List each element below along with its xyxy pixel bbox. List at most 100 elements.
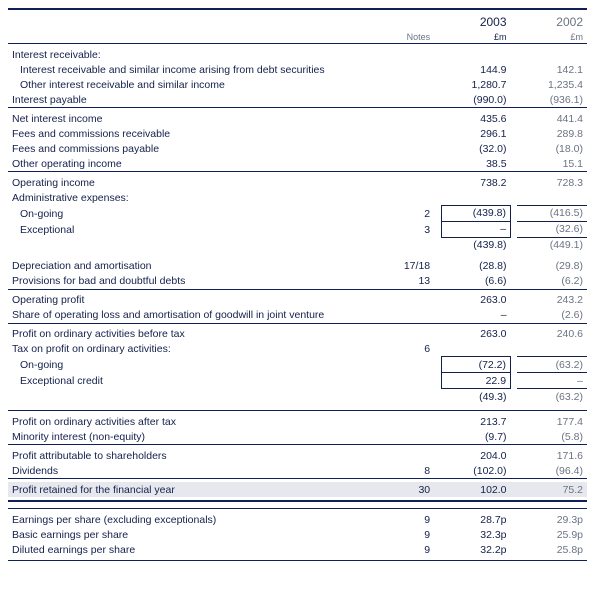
row-value-current: 32.3p xyxy=(441,527,510,542)
row-value-prior: (63.2) xyxy=(517,389,587,405)
row-note xyxy=(379,308,435,324)
row-note: 13 xyxy=(379,274,435,290)
row-label: Other interest receivable and similar in… xyxy=(8,77,379,92)
row-value-prior xyxy=(517,342,587,357)
row-label: Earnings per share (excluding exceptiona… xyxy=(8,512,379,527)
row-value-prior: (449.1) xyxy=(517,237,587,253)
row-value-current: 28.7p xyxy=(441,512,510,527)
row-note: 9 xyxy=(379,542,435,557)
row-note xyxy=(379,111,435,126)
row-label: Minority interest (non-equity) xyxy=(8,429,379,445)
row-note: 6 xyxy=(379,342,435,357)
row-note: 9 xyxy=(379,512,435,527)
row-value-current: (102.0) xyxy=(441,463,510,479)
row-label: Share of operating loss and amortisation… xyxy=(8,308,379,324)
row-label: Interest receivable and similar income a… xyxy=(8,62,379,77)
row-value-current: (439.8) xyxy=(441,205,510,221)
row-value-current: 38.5 xyxy=(441,156,510,172)
col-header-prior-year: 2002 xyxy=(517,13,587,30)
row-value-current: 32.2p xyxy=(441,542,510,557)
row-value-prior: (5.8) xyxy=(517,429,587,445)
row-note xyxy=(379,126,435,141)
row-value-prior: (29.8) xyxy=(517,259,587,274)
row-note xyxy=(379,62,435,77)
row-label: Exceptional xyxy=(8,221,379,237)
row-label: Administrative expenses: xyxy=(8,190,379,205)
row-label: Profit on ordinary activities after tax xyxy=(8,414,379,429)
col-header-unit-current: £m xyxy=(441,30,510,44)
col-header-unit-prior: £m xyxy=(517,30,587,44)
row-value-prior: 25.9p xyxy=(517,527,587,542)
row-value-current: (439.8) xyxy=(441,237,510,253)
row-label: On-going xyxy=(8,205,379,221)
row-value-current: (32.0) xyxy=(441,141,510,156)
row-value-prior: (96.4) xyxy=(517,463,587,479)
row-note: 3 xyxy=(379,221,435,237)
row-note xyxy=(379,327,435,342)
row-value-prior: (6.2) xyxy=(517,274,587,290)
row-value-prior: 177.4 xyxy=(517,414,587,429)
row-note xyxy=(379,293,435,308)
col-header-current-year: 2003 xyxy=(441,13,510,30)
row-note xyxy=(379,414,435,429)
row-value-prior: 171.6 xyxy=(517,448,587,463)
row-value-current: (990.0) xyxy=(441,92,510,108)
row-label: Profit retained for the financial year xyxy=(8,482,379,497)
row-label: Profit on ordinary activities before tax xyxy=(8,327,379,342)
row-value-prior: (63.2) xyxy=(517,357,587,373)
row-note: 9 xyxy=(379,527,435,542)
row-value-current: 22.9 xyxy=(441,373,510,389)
row-value-prior: – xyxy=(517,373,587,389)
row-value-current xyxy=(441,342,510,357)
col-header-notes: Notes xyxy=(379,30,435,44)
row-value-prior xyxy=(517,190,587,205)
row-label: On-going xyxy=(8,357,379,373)
row-value-current: 144.9 xyxy=(441,62,510,77)
row-label xyxy=(8,389,379,405)
row-value-current: (49.3) xyxy=(441,389,510,405)
row-value-current: 263.0 xyxy=(441,327,510,342)
row-note xyxy=(379,237,435,253)
row-value-current: 435.6 xyxy=(441,111,510,126)
row-value-prior: 240.6 xyxy=(517,327,587,342)
row-value-prior: (32.6) xyxy=(517,221,587,237)
row-value-current: – xyxy=(441,221,510,237)
row-note: 8 xyxy=(379,463,435,479)
row-value-prior: 29.3p xyxy=(517,512,587,527)
row-value-current: 213.7 xyxy=(441,414,510,429)
row-value-prior: (936.1) xyxy=(517,92,587,108)
row-note xyxy=(379,373,435,389)
row-note: 2 xyxy=(379,205,435,221)
row-value-prior: 441.4 xyxy=(517,111,587,126)
row-value-current: (9.7) xyxy=(441,429,510,445)
row-label xyxy=(8,237,379,253)
row-label: Dividends xyxy=(8,463,379,479)
row-label: Provisions for bad and doubtful debts xyxy=(8,274,379,290)
row-value-prior: 142.1 xyxy=(517,62,587,77)
row-value-current: 296.1 xyxy=(441,126,510,141)
row-value-current xyxy=(441,47,510,62)
row-note xyxy=(379,47,435,62)
row-value-prior: 75.2 xyxy=(517,482,587,497)
row-label: Interest payable xyxy=(8,92,379,108)
row-value-prior xyxy=(517,47,587,62)
row-note xyxy=(379,357,435,373)
row-label: Net interest income xyxy=(8,111,379,126)
row-value-current: 263.0 xyxy=(441,293,510,308)
row-value-current: 738.2 xyxy=(441,175,510,190)
row-value-prior: 243.2 xyxy=(517,293,587,308)
row-label: Depreciation and amortisation xyxy=(8,259,379,274)
row-label: Diluted earnings per share xyxy=(8,542,379,557)
row-note xyxy=(379,77,435,92)
row-label: Exceptional credit xyxy=(8,373,379,389)
row-note xyxy=(379,175,435,190)
row-value-prior: 728.3 xyxy=(517,175,587,190)
row-value-current: – xyxy=(441,308,510,324)
row-value-prior: (2.6) xyxy=(517,308,587,324)
row-note xyxy=(379,389,435,405)
row-value-prior: (18.0) xyxy=(517,141,587,156)
row-value-current: (28.8) xyxy=(441,259,510,274)
row-note: 17/18 xyxy=(379,259,435,274)
income-statement-table: 20032002Notes£m£mInterest receivable:Int… xyxy=(8,8,587,561)
row-value-current: 204.0 xyxy=(441,448,510,463)
